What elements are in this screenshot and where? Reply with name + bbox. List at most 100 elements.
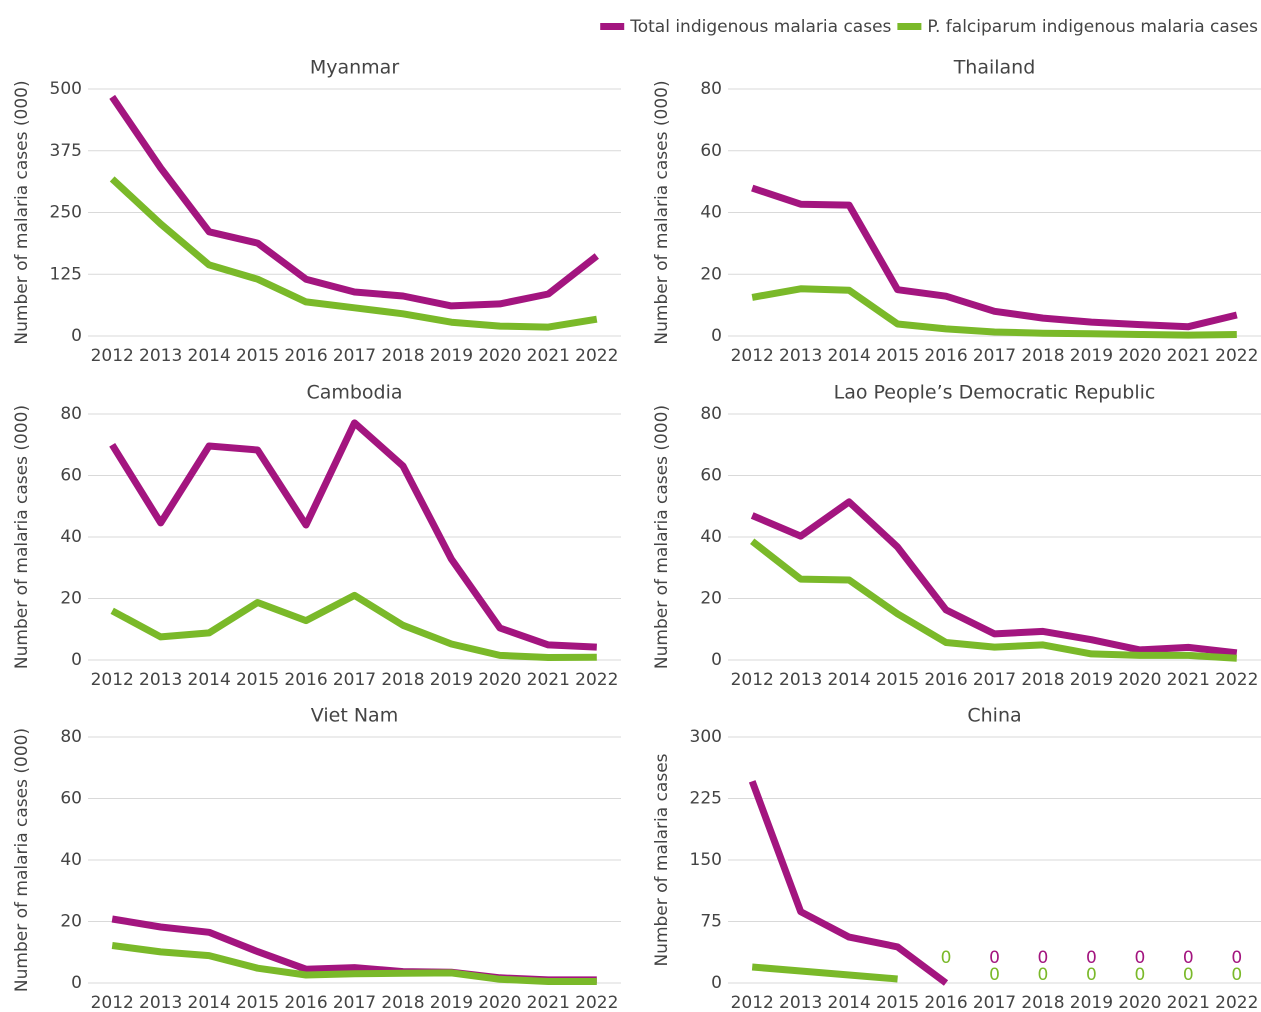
x-tick-label: 2013	[779, 346, 822, 366]
x-tick-label: 2017	[973, 346, 1016, 366]
value-label: 0	[1038, 948, 1049, 968]
x-tick-label: 2018	[1021, 670, 1064, 690]
x-tick-label: 2016	[924, 346, 967, 366]
y-tick-label: 150	[690, 850, 722, 870]
x-tick-label: 2019	[430, 670, 473, 690]
x-tick-label: 2014	[188, 993, 231, 1012]
y-tick-label: 20	[60, 912, 82, 932]
series-line	[109, 419, 597, 651]
series-line	[750, 538, 1238, 662]
x-tick-label: 2020	[1118, 993, 1161, 1012]
x-tick-label: 2021	[527, 993, 570, 1012]
y-tick-label: 375	[50, 141, 82, 161]
x-tick-label: 2018	[1021, 346, 1064, 366]
series-line	[751, 184, 1238, 331]
legend-swatch	[897, 23, 922, 30]
x-tick-label: 2020	[478, 670, 521, 690]
x-tick-label: 2021	[1167, 993, 1210, 1012]
x-tick-label: 2015	[236, 993, 279, 1012]
value-label: 0	[989, 965, 1000, 985]
y-tick-label: 20	[700, 264, 722, 284]
series-line	[110, 591, 597, 661]
x-tick-label: 2019	[1070, 993, 1113, 1012]
y-tick-label: 40	[700, 203, 722, 223]
chart-title: Thailand	[953, 57, 1036, 79]
series-line	[748, 780, 949, 986]
legend-label: Total indigenous malaria cases	[629, 17, 891, 37]
y-tick-label: 0	[71, 326, 82, 346]
x-tick-label: 2013	[139, 346, 182, 366]
y-axis-label: Number of malaria cases (000)	[12, 405, 32, 669]
x-tick-label: 2013	[139, 993, 182, 1012]
x-tick-label: 2021	[527, 346, 570, 366]
value-label: 0	[1183, 965, 1194, 985]
y-axis-label: Number of malaria cases (000)	[652, 80, 672, 344]
x-tick-label: 2016	[284, 993, 327, 1012]
series-line	[109, 94, 599, 310]
y-tick-label: 20	[60, 589, 82, 609]
y-tick-label: 0	[71, 973, 82, 993]
chart-title: China	[967, 705, 1021, 727]
y-tick-label: 0	[711, 650, 722, 670]
x-tick-label: 2017	[333, 670, 376, 690]
chart-title: Lao People’s Democratic Republic	[834, 382, 1156, 404]
x-tick-label: 2019	[430, 346, 473, 366]
x-tick-label: 2017	[973, 993, 1016, 1012]
x-tick-label: 2020	[478, 993, 521, 1012]
x-tick-label: 2014	[188, 346, 231, 366]
x-tick-label: 2013	[779, 670, 822, 690]
x-tick-label: 2013	[779, 993, 822, 1012]
y-tick-label: 75	[700, 912, 722, 932]
y-tick-label: 250	[50, 203, 82, 223]
legend-swatch	[600, 23, 625, 30]
x-tick-label: 2014	[828, 670, 871, 690]
value-label: 0	[941, 948, 952, 968]
x-tick-label: 2018	[381, 346, 424, 366]
value-label: 0	[1134, 965, 1145, 985]
x-tick-label: 2016	[924, 993, 967, 1012]
x-tick-label: 2019	[1070, 346, 1113, 366]
y-tick-label: 20	[700, 589, 722, 609]
y-axis-label: Number of malaria cases	[652, 753, 672, 966]
x-tick-label: 2022	[1215, 346, 1258, 366]
y-axis-label: Number of malaria cases (000)	[12, 728, 32, 992]
chart-title: Cambodia	[306, 382, 402, 404]
x-tick-label: 2015	[876, 346, 919, 366]
series-line	[750, 498, 1238, 657]
chart-title: Myanmar	[310, 57, 399, 79]
value-label: 0	[1231, 948, 1242, 968]
y-tick-label: 60	[700, 466, 722, 486]
x-tick-label: 2014	[828, 993, 871, 1012]
y-tick-label: 60	[60, 789, 82, 809]
x-tick-label: 2016	[284, 670, 327, 690]
x-tick-label: 2022	[575, 346, 618, 366]
y-tick-label: 80	[700, 79, 722, 99]
x-tick-label: 2022	[575, 670, 618, 690]
x-tick-label: 2015	[236, 670, 279, 690]
series-line	[751, 285, 1237, 339]
x-tick-label: 2021	[527, 670, 570, 690]
y-tick-label: 40	[60, 527, 82, 547]
y-axis-label: Number of malaria cases (000)	[12, 80, 32, 344]
y-tick-label: 60	[700, 141, 722, 161]
series-line	[751, 963, 898, 983]
x-tick-label: 2015	[876, 670, 919, 690]
x-tick-label: 2019	[430, 993, 473, 1012]
x-tick-label: 2018	[381, 993, 424, 1012]
y-tick-label: 80	[60, 404, 82, 424]
y-tick-label: 0	[711, 973, 722, 993]
y-tick-label: 0	[71, 650, 82, 670]
value-label: 0	[1134, 948, 1145, 968]
y-tick-label: 125	[50, 264, 82, 284]
value-label: 0	[1086, 948, 1097, 968]
x-tick-label: 2022	[1215, 670, 1258, 690]
value-label: 0	[1038, 965, 1049, 985]
x-tick-label: 2015	[876, 993, 919, 1012]
y-tick-label: 40	[700, 527, 722, 547]
x-tick-label: 2012	[731, 993, 774, 1012]
chart-title: Viet Nam	[311, 705, 398, 727]
legend-label: P. falciparum indigenous malaria cases	[927, 17, 1258, 37]
x-tick-label: 2017	[333, 993, 376, 1012]
x-tick-label: 2012	[91, 346, 134, 366]
